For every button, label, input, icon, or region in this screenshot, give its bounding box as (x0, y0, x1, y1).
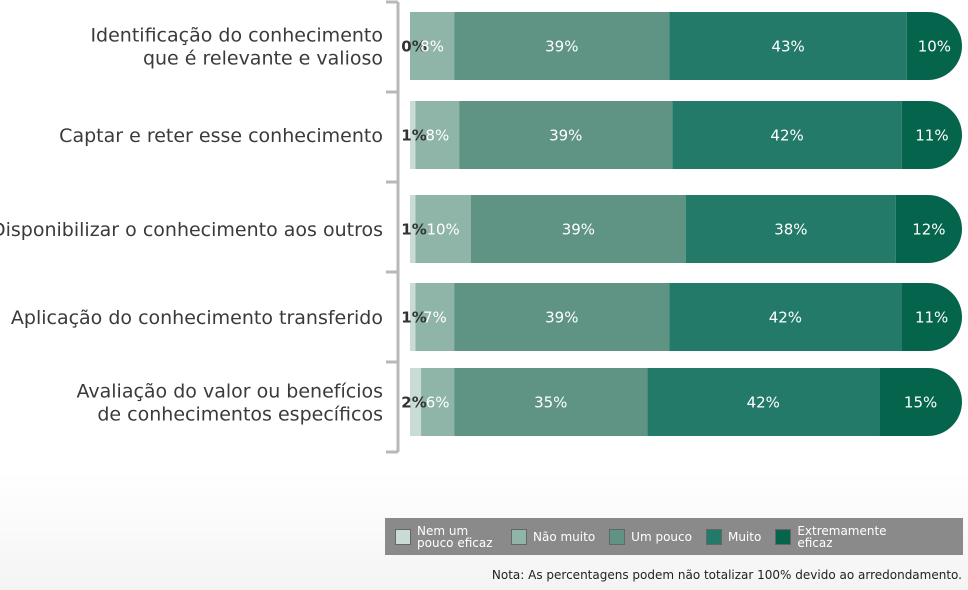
value-label: 15% (904, 394, 937, 412)
bar-row: 2%6% 35% 42% 15% Avaliação do valor ou benef… (77, 368, 962, 436)
category-label: Avaliação do valor ou benefícios de conhe… (77, 381, 384, 426)
legend-item-um-pouco: Um pouco (609, 528, 692, 545)
bar-segment-nem-um-pouco-eficaz (410, 283, 416, 351)
legend-swatch (511, 528, 527, 545)
bar-segment-n-o-muito (421, 368, 455, 436)
value-label: 42% (747, 394, 780, 412)
bar-segment-extremamente-eficaz (901, 101, 962, 169)
legend-item-muito: Muito (705, 528, 762, 545)
legend-swatch (395, 528, 411, 545)
bar-row: 1% 10% 39% 38% 12% Disponibilizar o conhecime… (0, 195, 962, 263)
bar-segment-um-pouco (454, 283, 670, 351)
category-label: Disponibilizar o conhecimento aos outros (0, 219, 383, 241)
value-label: 11% (915, 127, 948, 145)
value-label: 39% (545, 38, 578, 56)
bar-segment-n-o-muito (415, 283, 455, 351)
category-label: Aplicação do conhecimento transferido (11, 307, 383, 329)
legend-label: Muito (727, 529, 762, 544)
value-label: 0% (401, 38, 426, 56)
value-label: 39% (549, 127, 582, 145)
bar-row: 0%8% 39% 43% 10% Identificação do conhecimen… (90, 12, 962, 80)
bar-segment-extremamente-eficaz (895, 195, 962, 263)
bar-segment-nem-um-pouco-eficaz (410, 101, 416, 169)
bar-segment-um-pouco (454, 12, 670, 80)
value-label: 39% (545, 309, 578, 327)
value-label: 8% (420, 38, 444, 56)
value-label: 10% (426, 221, 459, 239)
value-label: 38% (774, 221, 807, 239)
legend-item-nao-muito: Não muito (511, 528, 596, 545)
bar-segment-muito (686, 195, 896, 263)
value-label: 6% (426, 394, 450, 412)
legend-label: Extremamente eficaz (797, 523, 887, 550)
footnote: Nota: As percentagens podem não totaliza… (491, 568, 962, 582)
bar-segment-um-pouco (470, 195, 686, 263)
bar-row: 1%7% 39% 42% 11% Aplicação do conhecimento t… (11, 283, 962, 351)
bar-segment-extremamente-eficaz (901, 283, 962, 351)
bar-segment-muito (647, 368, 880, 436)
value-label: 1% (401, 309, 426, 327)
value-label: 39% (562, 221, 595, 239)
bar-segment-extremamente-eficaz (879, 368, 962, 436)
legend-swatch (609, 528, 626, 545)
bar-segment-nem-um-pouco-eficaz (410, 368, 422, 436)
bar-segment-n-o-muito (415, 101, 460, 169)
bar-segment-nem-um-pouco-eficaz (410, 195, 416, 263)
bar-segment-um-pouco (459, 101, 673, 169)
stacked-bar-chart: 0%8% 39% 43% 10%Identificação do conhecimen… (0, 0, 962, 454)
value-label: 42% (769, 309, 802, 327)
value-label: 35% (534, 394, 567, 412)
value-label: 8% (425, 127, 449, 145)
bar-segment-muito (669, 12, 907, 80)
legend-label: Não muito (533, 529, 596, 544)
value-label: 43% (771, 38, 804, 56)
legend: Nem um pouco eficaz Não muito Um pouco M… (385, 518, 963, 555)
value-label: 2% (401, 394, 426, 412)
legend-swatch (775, 528, 792, 545)
value-label: 11% (915, 309, 948, 327)
legend-item-extremamente-eficaz: Extremamente eficaz (775, 525, 897, 549)
bar-segment-muito (669, 283, 902, 351)
value-label: 10% (918, 38, 951, 56)
legend-label: Um pouco (631, 529, 692, 544)
category-label: Captar e reter esse conhecimento (59, 125, 383, 147)
bar-segment-n-o-muito (415, 195, 471, 263)
legend-label: Nem um pouco eficaz (417, 523, 493, 550)
bar-segment-um-pouco (454, 368, 648, 436)
legend-swatch (705, 528, 722, 545)
bar-segment-n-o-muito (410, 12, 455, 80)
bar-segment-muito (672, 101, 902, 169)
value-label: 12% (912, 221, 945, 239)
value-label: 1% (401, 221, 426, 239)
bar-row: 1%8% 39% 42% 11% Captar e reter esse conheci… (59, 101, 962, 169)
category-bracket (386, 0, 400, 454)
value-label: 1% (401, 127, 426, 145)
value-label: 42% (770, 127, 803, 145)
category-label: Identificação do conhecimento que é relev… (90, 25, 383, 70)
value-label: 7% (423, 309, 447, 327)
bar-segment-extremamente-eficaz (906, 12, 962, 80)
legend-item-nem-um-pouco: Nem um pouco eficaz (395, 525, 497, 549)
